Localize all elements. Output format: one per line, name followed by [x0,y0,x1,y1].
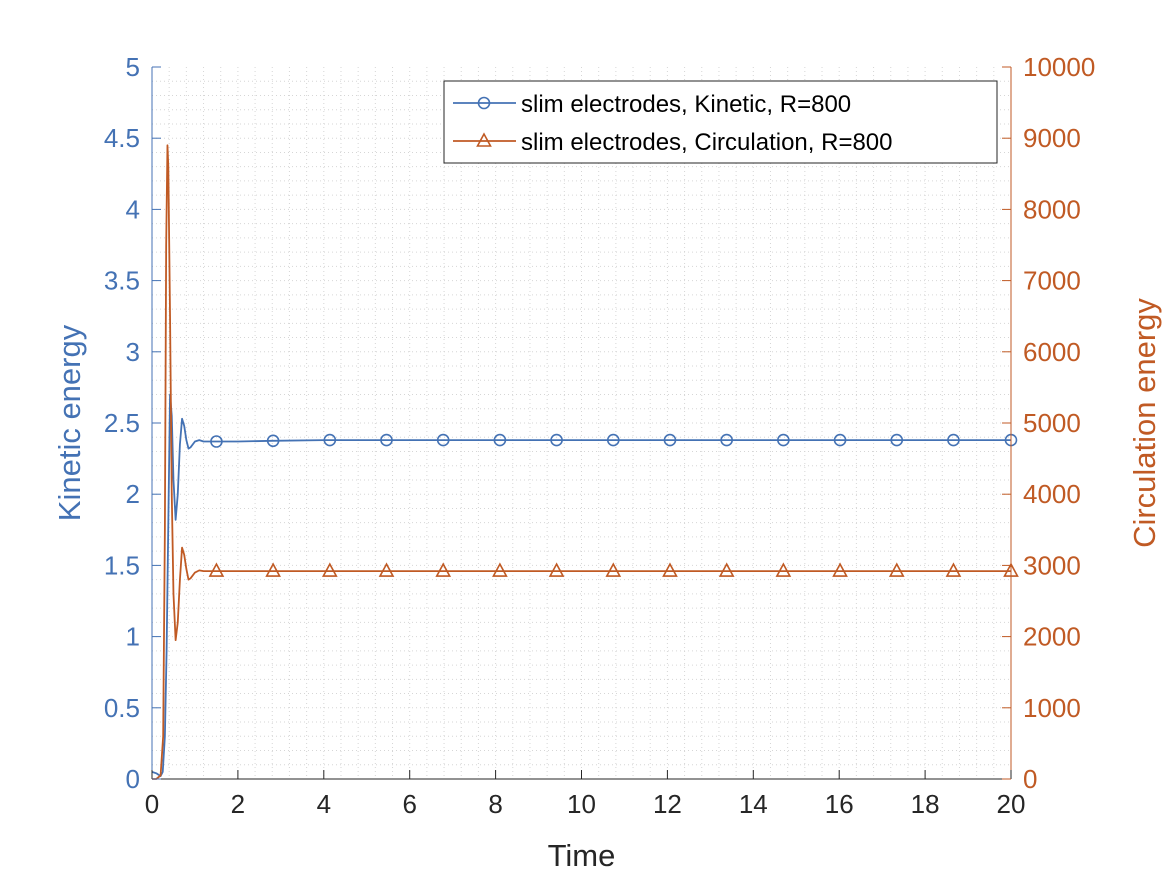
axes: 0 2 4 6 8 10 12 14 16 18 2000.511.522.533.544.5501… [52,52,1162,873]
y-left-tick-label: 2 [126,479,140,509]
x-tick-label: 2 [231,789,245,819]
y-right-tick-label: 2000 [1023,622,1081,652]
x-tick-label: 18 [911,789,940,819]
y-right-tick-label: 1000 [1023,693,1081,723]
data-point [435,562,452,577]
y-right-tick-label: 5000 [1023,408,1081,438]
data-point [210,435,223,448]
data-point [662,562,678,577]
data-point [775,562,792,577]
y-right-tick-label: 9000 [1023,123,1081,153]
series-line [152,144,1011,780]
x-tick-label: 16 [825,789,854,819]
grid [152,67,1011,779]
data-point [378,562,395,577]
y-axis-left-title: Kinetic energy [52,324,87,521]
x-tick-label: 20 [997,789,1026,819]
data-point [548,562,565,577]
y-left-tick-label: 2.5 [104,408,140,438]
y-right-tick-label: 10000 [1023,52,1095,82]
y-right-tick-label: 7000 [1023,266,1081,296]
data-point [321,562,338,577]
legend-entry: slim electrodes, Circulation, R=800 [453,129,893,156]
data-point [888,562,905,577]
y-left-tick-label: 1 [126,622,140,652]
y-left-tick-label: 0 [126,764,140,794]
x-axis-title: Time [548,838,616,873]
data-point [947,433,960,447]
plot-series [151,144,1019,780]
x-tick-label: 6 [402,789,416,819]
y-right-tick-label: 8000 [1023,194,1081,224]
x-tick-label: 0 [145,789,159,819]
y-right-tick-label: 0 [1023,764,1037,794]
data-point [208,562,225,577]
y-left-tick-label: 4 [126,194,140,224]
x-tick-label: 12 [653,789,682,819]
data-point [493,433,507,447]
y-right-tick-label: 6000 [1023,337,1081,367]
data-point [832,562,848,577]
data-point [945,562,962,577]
data-point [720,433,733,447]
series-0 [151,393,1018,778]
legend: slim electrodes, Kinetic, R=800 slim elec… [443,80,998,164]
data-point [605,562,622,577]
data-point [606,433,620,447]
y-left-tick-label: 0.5 [104,693,140,723]
legend-label: slim electrodes, Circulation, R=800 [521,129,893,156]
y-right-tick-label: 4000 [1023,479,1081,509]
x-tick-label: 4 [317,789,331,819]
data-point [266,434,280,448]
y-right-tick-label: 3000 [1023,550,1081,580]
legend-entry: slim electrodes, Kinetic, R=800 [453,91,851,118]
y-axis-right-title: Circulation energy [1127,298,1162,548]
series-1 [152,144,1019,780]
data-point [777,433,790,447]
x-tick-label: 14 [739,789,768,819]
data-point [380,433,393,447]
x-tick-label: 8 [488,789,502,819]
data-point [436,433,450,447]
data-point [550,433,563,447]
data-point [890,433,904,447]
x-tick-label: 10 [567,789,596,819]
data-point [323,433,337,447]
data-point [663,433,677,447]
y-left-tick-label: 4.5 [104,123,140,153]
y-left-tick-label: 5 [126,52,140,82]
y-left-tick-label: 3 [126,337,140,367]
data-point [265,562,281,577]
data-point [492,562,508,577]
y-left-tick-label: 1.5 [104,550,140,580]
y-left-tick-label: 3.5 [104,266,140,296]
series-line [151,393,1011,778]
legend-marker [476,132,492,147]
data-point [718,562,735,577]
data-point [833,433,847,447]
legend-marker [477,96,491,110]
legend-label: slim electrodes, Kinetic, R=800 [521,91,851,118]
legend-box [443,80,998,164]
